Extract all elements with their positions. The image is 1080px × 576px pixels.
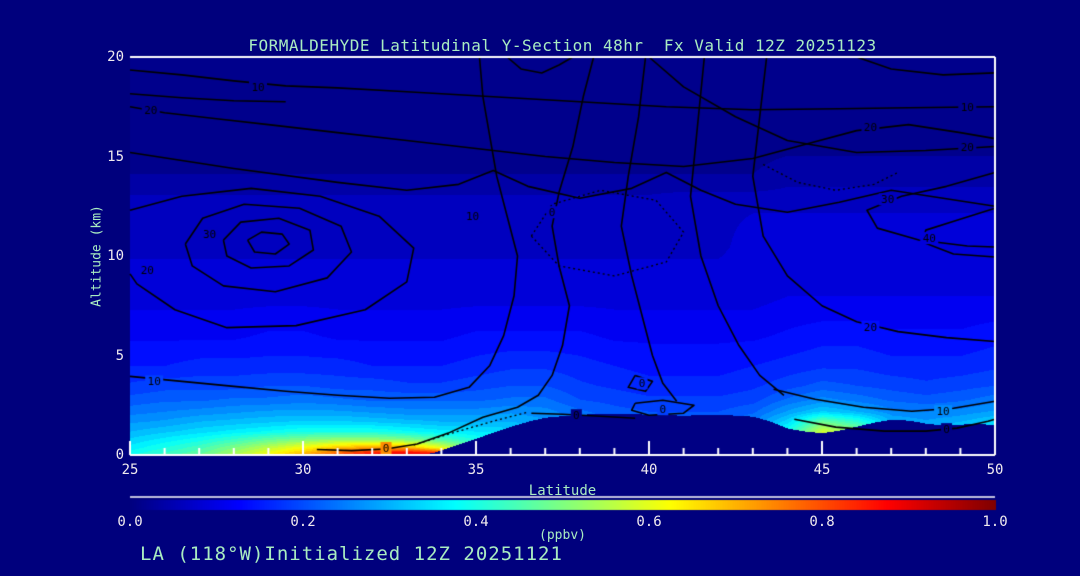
x-tick-label: 25 — [121, 462, 139, 478]
y-tick-label: 5 — [115, 347, 124, 364]
x-axis-label: Latitude — [528, 483, 597, 499]
y-tick-label: 0 — [115, 447, 124, 463]
colorbar-tick-label: 0.0 — [117, 514, 143, 530]
y-axis-label: Altitude (km) — [89, 205, 105, 307]
x-tick-label: 35 — [467, 462, 485, 478]
x-tick-label: 30 — [294, 462, 312, 478]
plot-title: FORMALDEHYDE Latitudinal Y-Section 48hr … — [248, 36, 877, 55]
colorbar-tick-label: 0.6 — [636, 514, 662, 530]
x-tick-label: 50 — [986, 462, 1004, 478]
colorbar-tick-label: 0.8 — [809, 514, 835, 530]
colorbar-tick-label: 1.0 — [982, 514, 1008, 530]
colorbar-tick-label: 0.2 — [290, 514, 316, 530]
y-tick-label: 10 — [107, 248, 124, 264]
x-tick-label: 45 — [813, 462, 831, 478]
colorbar-unit-label: (ppbv) — [539, 528, 586, 543]
colorbar-tick-label: 0.4 — [463, 514, 489, 530]
y-tick-label: 15 — [107, 148, 124, 165]
y-tick-label: 20 — [107, 49, 124, 65]
x-tick-label: 40 — [640, 462, 658, 478]
footer-caption: LA (118°W)Initialized 12Z 20251121 — [140, 543, 563, 565]
